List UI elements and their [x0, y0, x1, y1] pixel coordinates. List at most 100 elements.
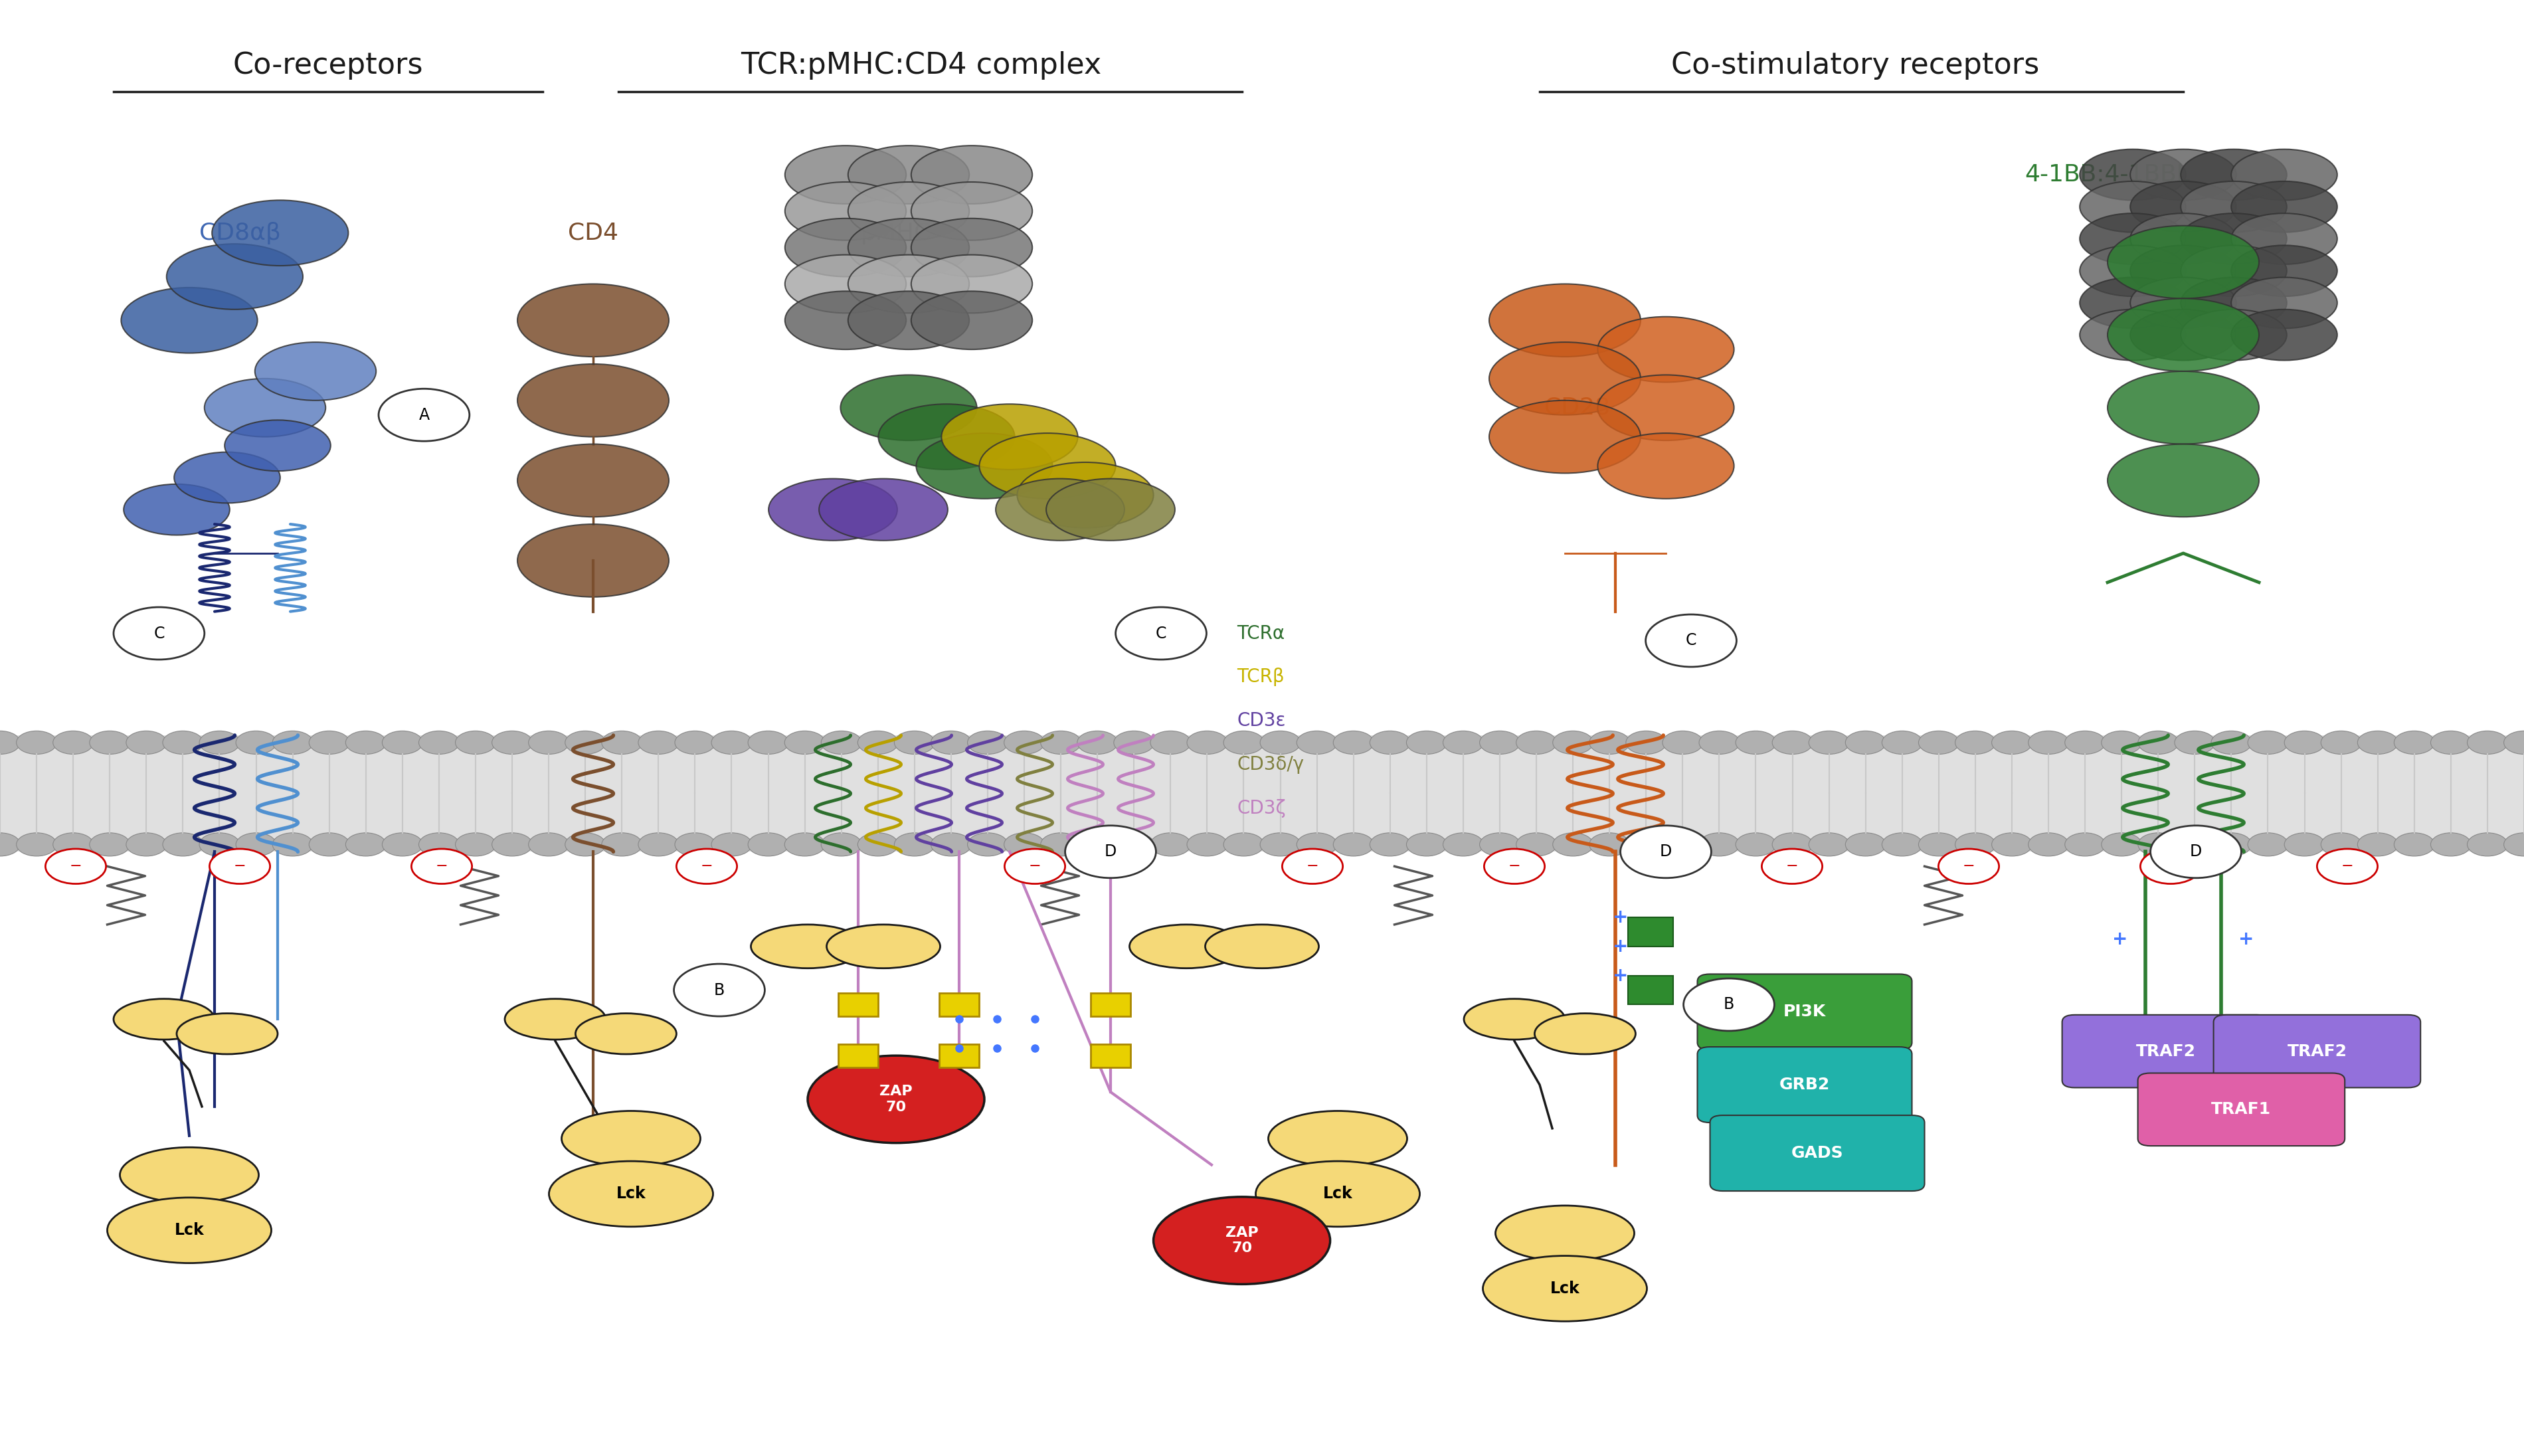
Circle shape [1005, 731, 1045, 754]
Circle shape [2029, 731, 2070, 754]
FancyBboxPatch shape [2062, 1015, 2269, 1088]
Text: −: − [2166, 859, 2176, 874]
Circle shape [1699, 833, 1739, 856]
Circle shape [1845, 833, 1885, 856]
FancyBboxPatch shape [1711, 1115, 1923, 1191]
Ellipse shape [517, 524, 669, 597]
Circle shape [162, 833, 202, 856]
Ellipse shape [785, 146, 906, 204]
Circle shape [199, 731, 240, 754]
Text: CD3δ/γ: CD3δ/γ [1237, 756, 1305, 773]
FancyBboxPatch shape [838, 993, 878, 1016]
Circle shape [2431, 731, 2471, 754]
Circle shape [639, 731, 679, 754]
Text: Co-stimulatory receptors: Co-stimulatory receptors [1671, 51, 2039, 80]
Ellipse shape [2108, 298, 2259, 371]
Circle shape [1259, 833, 1300, 856]
Circle shape [2431, 833, 2471, 856]
Circle shape [273, 833, 313, 856]
Text: CD3ε: CD3ε [1237, 712, 1285, 729]
FancyBboxPatch shape [1090, 1044, 1131, 1067]
Ellipse shape [1017, 463, 1153, 529]
Ellipse shape [2080, 245, 2186, 297]
Circle shape [114, 607, 204, 660]
Circle shape [53, 731, 93, 754]
Ellipse shape [2181, 214, 2287, 265]
Circle shape [379, 389, 469, 441]
Circle shape [381, 731, 422, 754]
Ellipse shape [785, 291, 906, 349]
Ellipse shape [2181, 310, 2287, 360]
Circle shape [2065, 833, 2105, 856]
Circle shape [1297, 731, 1338, 754]
Circle shape [199, 833, 240, 856]
Circle shape [1186, 833, 1227, 856]
Circle shape [931, 833, 972, 856]
Ellipse shape [560, 1111, 699, 1166]
Circle shape [747, 833, 787, 856]
Circle shape [1113, 731, 1153, 754]
Circle shape [674, 731, 714, 754]
Circle shape [2176, 731, 2216, 754]
Ellipse shape [1131, 925, 1242, 968]
Circle shape [2357, 731, 2398, 754]
Ellipse shape [2130, 277, 2236, 328]
Circle shape [1186, 731, 1227, 754]
Circle shape [2138, 833, 2178, 856]
Circle shape [346, 833, 386, 856]
Text: +: + [1613, 967, 1628, 984]
Ellipse shape [124, 485, 230, 536]
Circle shape [1883, 833, 1923, 856]
Ellipse shape [2080, 214, 2186, 265]
Ellipse shape [911, 146, 1032, 204]
FancyBboxPatch shape [0, 735, 2524, 852]
Text: TRAF2: TRAF2 [2135, 1044, 2196, 1059]
Text: GADS: GADS [1792, 1146, 1843, 1160]
Ellipse shape [1489, 284, 1641, 357]
Ellipse shape [767, 479, 899, 540]
Circle shape [2211, 833, 2251, 856]
Ellipse shape [1598, 317, 1734, 381]
Ellipse shape [212, 199, 348, 265]
Ellipse shape [2231, 310, 2337, 360]
Text: CD4: CD4 [568, 221, 618, 245]
Ellipse shape [1464, 999, 1565, 1040]
Ellipse shape [2108, 444, 2259, 517]
Text: C: C [1686, 633, 1696, 648]
Circle shape [1772, 731, 1812, 754]
Circle shape [1371, 731, 1411, 754]
Circle shape [454, 833, 495, 856]
Circle shape [1040, 731, 1080, 754]
Circle shape [126, 731, 167, 754]
Circle shape [1938, 849, 1999, 884]
Text: 4-1BB:4-1BBL: 4-1BB:4-1BBL [2024, 163, 2191, 186]
Ellipse shape [2231, 245, 2337, 297]
Ellipse shape [106, 1197, 273, 1262]
Ellipse shape [2080, 277, 2186, 328]
Text: C: C [1156, 626, 1166, 641]
Text: −: − [1509, 859, 1519, 874]
Circle shape [1333, 731, 1373, 754]
Circle shape [1737, 731, 1777, 754]
Circle shape [209, 849, 270, 884]
Ellipse shape [2080, 310, 2186, 360]
Ellipse shape [1153, 1197, 1330, 1284]
Circle shape [1065, 826, 1156, 878]
FancyBboxPatch shape [1628, 917, 1673, 946]
Ellipse shape [785, 255, 906, 313]
Ellipse shape [941, 405, 1078, 469]
Circle shape [820, 731, 861, 754]
Circle shape [1956, 731, 1996, 754]
Ellipse shape [2080, 182, 2186, 233]
Circle shape [2102, 731, 2143, 754]
FancyBboxPatch shape [1090, 993, 1131, 1016]
Circle shape [1590, 731, 1631, 754]
Circle shape [2065, 731, 2105, 754]
Circle shape [88, 731, 129, 754]
Circle shape [1005, 849, 1065, 884]
Ellipse shape [2108, 371, 2259, 444]
Circle shape [235, 731, 275, 754]
Ellipse shape [911, 255, 1032, 313]
Text: −: − [1307, 859, 1318, 874]
Circle shape [1845, 731, 1885, 754]
